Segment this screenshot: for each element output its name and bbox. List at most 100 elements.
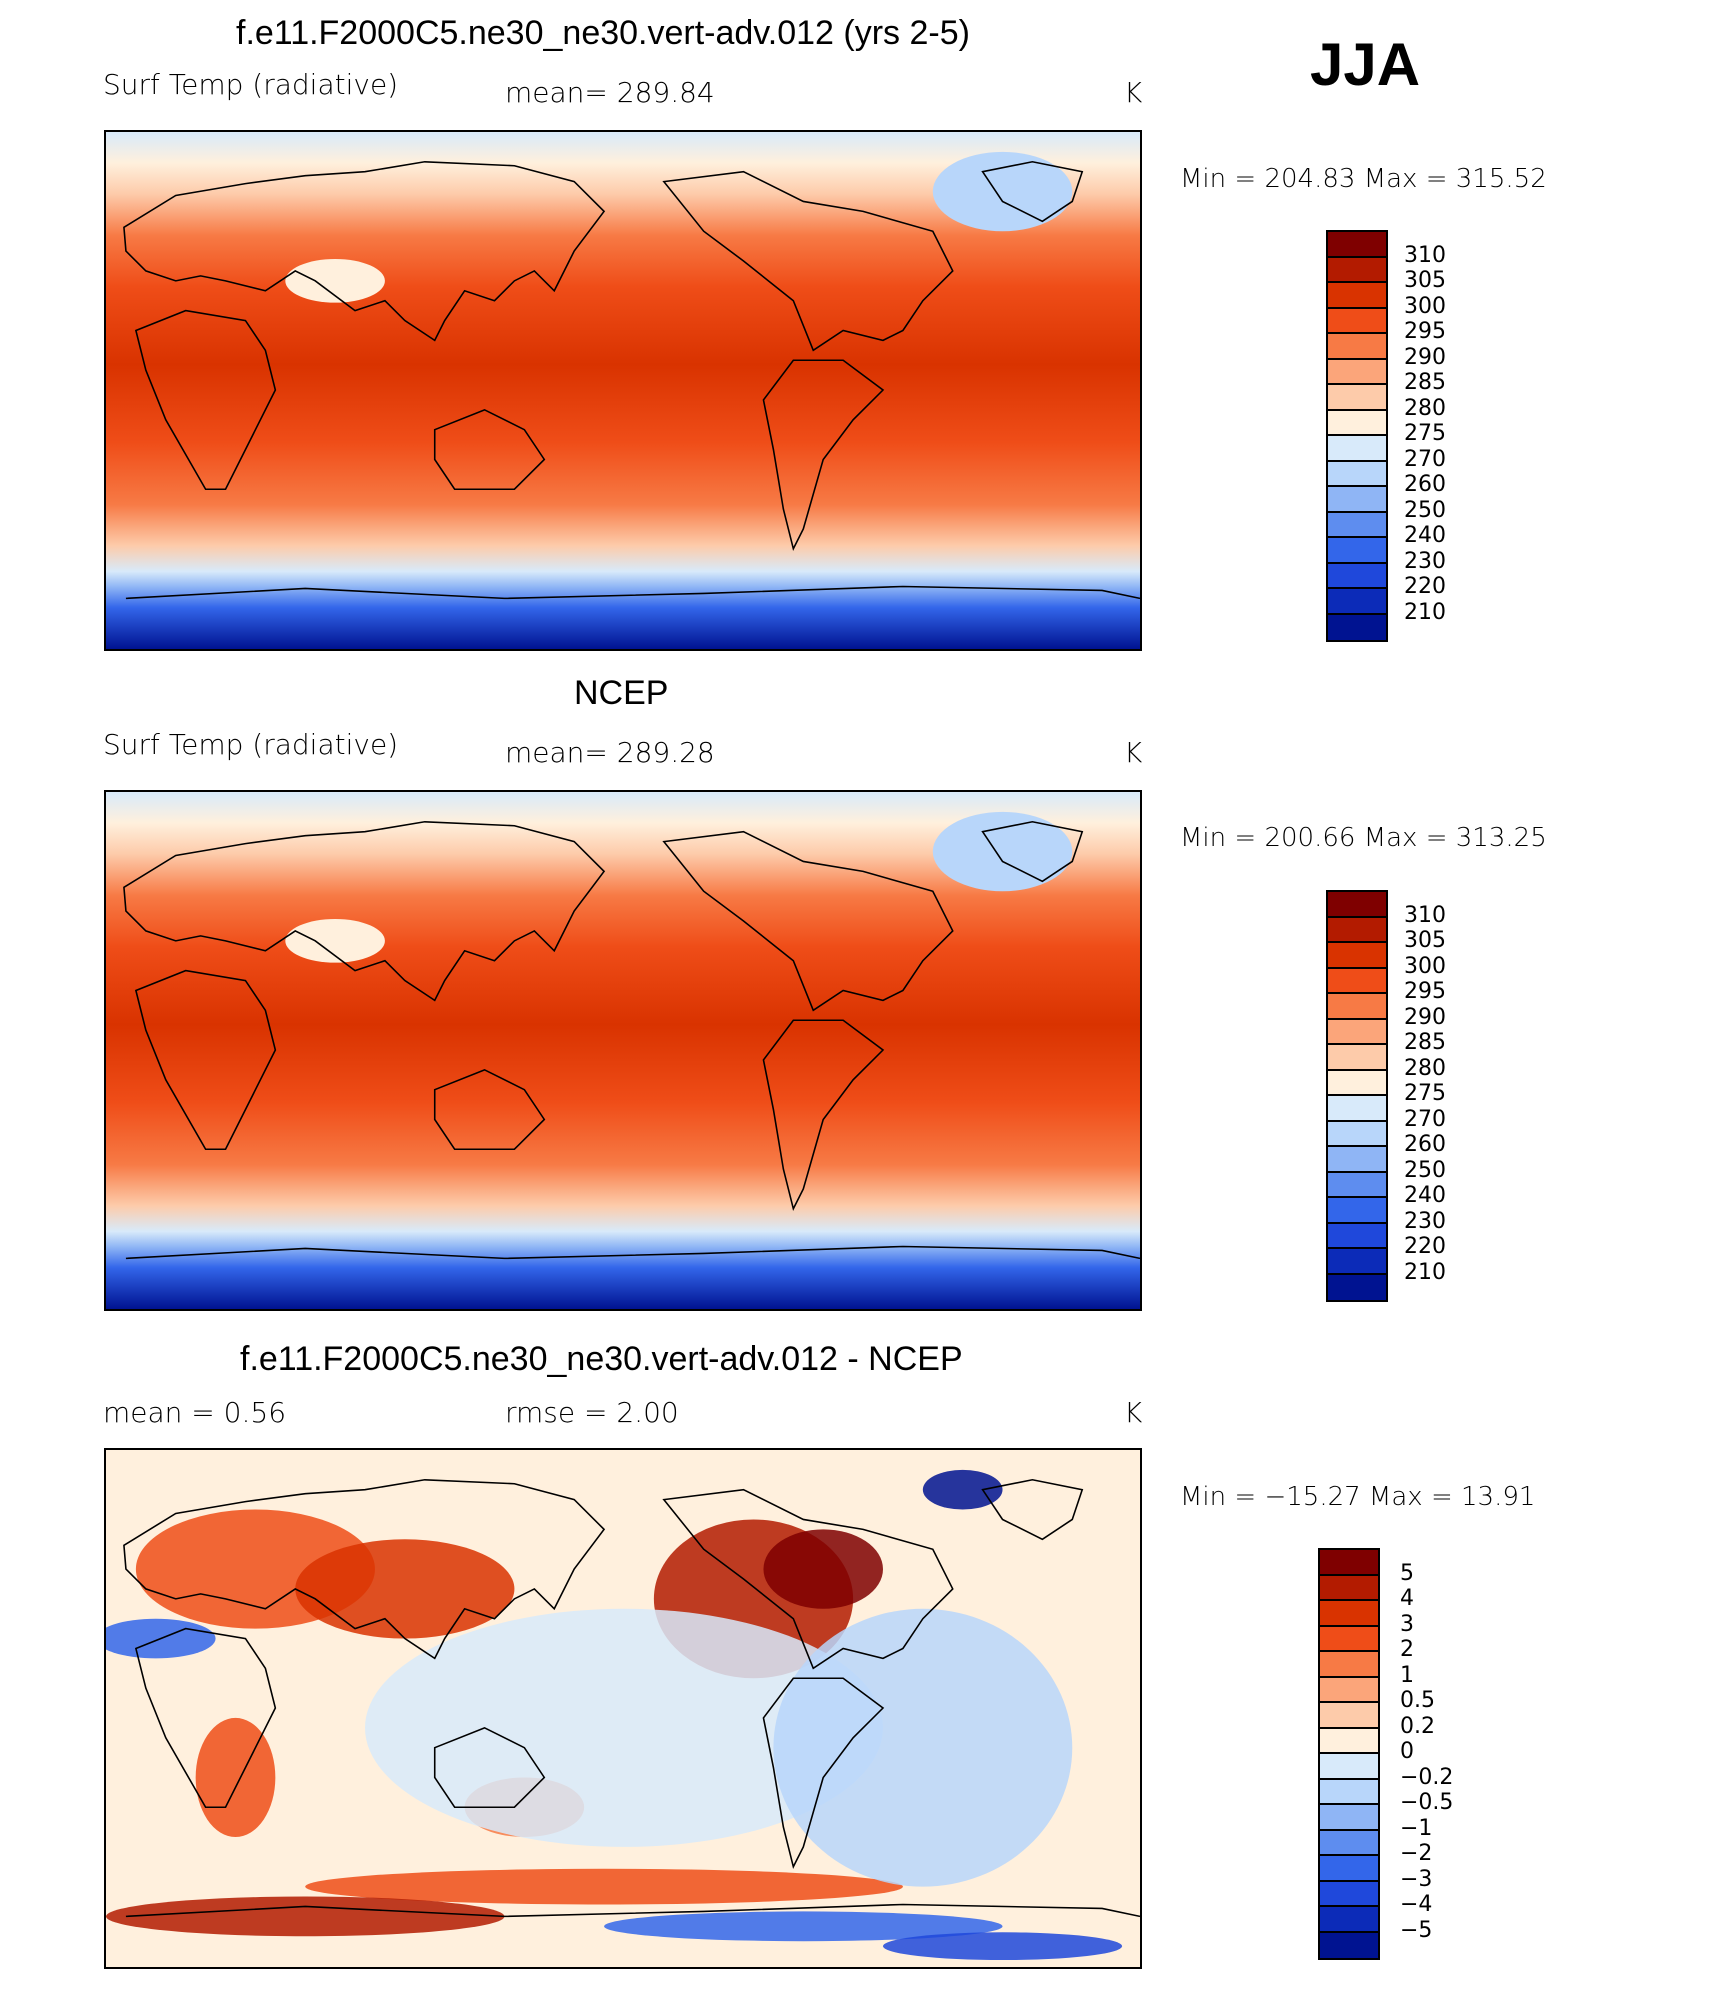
colorbar-swatch [1328,589,1386,615]
field-feature [922,1469,1003,1510]
field-feature [305,1868,903,1905]
colorbar-swatch [1320,1703,1378,1729]
colorbar-tick-label: 260 [1404,1132,1446,1157]
map-svg [106,1450,1140,1967]
field-feature [364,1608,883,1847]
colorbar-tick-label: −3 [1400,1866,1433,1892]
coastline [981,160,1084,223]
colorbar-labels: 310 305 300 295 290 285 280 275 270 260 250 240 230 2… [1404,890,1524,1302]
colorbar-swatch [1328,487,1386,513]
colorbar-swatch [1328,994,1386,1020]
colorbar [1318,1548,1380,1960]
coastline [433,408,546,491]
colorbar-tick-label: 300 [1404,953,1446,979]
colorbar-swatch [1320,1652,1378,1678]
colorbar-swatch [1328,538,1386,564]
colorbar-tick-label: 305 [1404,928,1446,953]
field-feature [106,1896,505,1937]
colorbar-tick-label: −5 [1400,1917,1433,1943]
colorbar-tick-label: 240 [1404,1183,1446,1208]
colorbar-tick-label: 4 [1400,1586,1414,1611]
coastline [662,1488,954,1670]
colorbar-tick-label: 280 [1404,1055,1446,1081]
colorbar-labels: 310 305 300 295 290 285 280 275 270 260 250 240 230 2… [1404,230,1524,642]
colorbar-swatch [1328,968,1386,994]
colorbar-tick-label: 285 [1404,1030,1446,1055]
colorbar-swatch [1328,359,1386,385]
colorbar-tick-label: 210 [1404,599,1446,625]
colorbar [1326,890,1388,1302]
colorbar-swatch [1328,283,1386,309]
colorbar-swatch [1328,334,1386,360]
colorbar-swatch [1328,892,1386,918]
colorbar-swatch [1328,232,1386,258]
coastline [123,160,606,342]
colorbar-tick-label: 0.2 [1400,1713,1435,1739]
coastline [662,170,954,352]
colorbar-tick-label: −2 [1400,1841,1433,1866]
panel-title: NCEP [574,674,669,712]
colorbar-swatch [1320,1932,1378,1958]
colorbar-swatch [1328,1249,1386,1275]
map-svg [106,132,1140,649]
rmse-label: rmse = 2.00 [505,1396,679,1429]
colorbar-swatch [1320,1805,1378,1831]
colorbar-labels: 5 4 3 2 1 0.5 0.2 0 −0.2 −0.5 −1 −2 −3 −4 −5 [1396,1548,1516,1960]
colorbar-tick-label: 285 [1404,370,1446,395]
colorbar-swatch [1320,1779,1378,1805]
coastline [123,1478,606,1660]
colorbar-tick-label: 270 [1404,446,1446,472]
colorbar-tick-label: 5 [1400,1560,1414,1586]
coastline [433,1726,546,1809]
colorbar-tick-label: −4 [1400,1892,1433,1917]
panel-title: f.e11.F2000C5.ne30_ne30.vert-adv.012 (yr… [236,14,970,52]
coastline [762,1019,885,1212]
panel-title: f.e11.F2000C5.ne30_ne30.vert-adv.012 - N… [240,1340,963,1378]
coastline [134,969,277,1151]
colorbar-tick-label: 290 [1404,344,1446,370]
colorbar-tick-label: 270 [1404,1106,1446,1132]
minmax-label: Min = −15.27 Max = 13.91 [1180,1482,1536,1512]
colorbar-tick-label: 0.5 [1400,1688,1435,1713]
colorbar-swatch [1328,614,1386,640]
field-feature [195,1717,276,1838]
field-feature [295,1539,515,1639]
colorbar-tick-label: 220 [1404,574,1446,599]
colorbar-tick-label: 240 [1404,523,1446,548]
coastline [125,585,1140,600]
colorbar-swatch [1320,1626,1378,1652]
colorbar-swatch [1320,1601,1378,1627]
colorbar-swatch [1320,1830,1378,1856]
colorbar-swatch [1328,563,1386,589]
mean-label: mean= 289.28 [505,736,715,769]
colorbar-swatch [1328,1198,1386,1224]
colorbar-swatch [1320,1575,1378,1601]
colorbar-swatch [1320,1754,1378,1780]
colorbar-tick-label: −0.2 [1400,1764,1454,1790]
colorbar-tick-label: 210 [1404,1259,1446,1285]
colorbar-swatch [1320,1728,1378,1754]
colorbar-swatch [1328,1274,1386,1300]
colorbar-swatch [1320,1907,1378,1933]
field-feature [763,1529,883,1609]
colorbar-tick-label: 280 [1404,395,1446,421]
colorbar-swatch [1328,1223,1386,1249]
units-label: K [1124,1396,1143,1429]
colorbar-swatch [1328,512,1386,538]
colorbar-tick-label: 230 [1404,1208,1446,1234]
colorbar-swatch [1328,1172,1386,1198]
coastline [125,1245,1140,1260]
colorbar-tick-label: 0 [1400,1739,1414,1764]
colorbar-swatch [1328,1096,1386,1122]
colorbar-swatch [1328,436,1386,462]
minmax-label: Min = 200.66 Max = 313.25 [1180,823,1547,853]
colorbar-tick-label: 260 [1404,472,1446,497]
colorbar-tick-label: 275 [1404,1081,1446,1106]
colorbar-tick-label: 290 [1404,1004,1446,1030]
colorbar-tick-label: 250 [1404,1157,1446,1183]
colorbar-tick-label: −0.5 [1400,1790,1454,1815]
colorbar-tick-label: 310 [1404,902,1446,928]
variable-label: Surf Temp (radiative) [103,68,399,101]
coastline [433,1068,546,1151]
mean-label: mean= 289.84 [505,76,715,109]
